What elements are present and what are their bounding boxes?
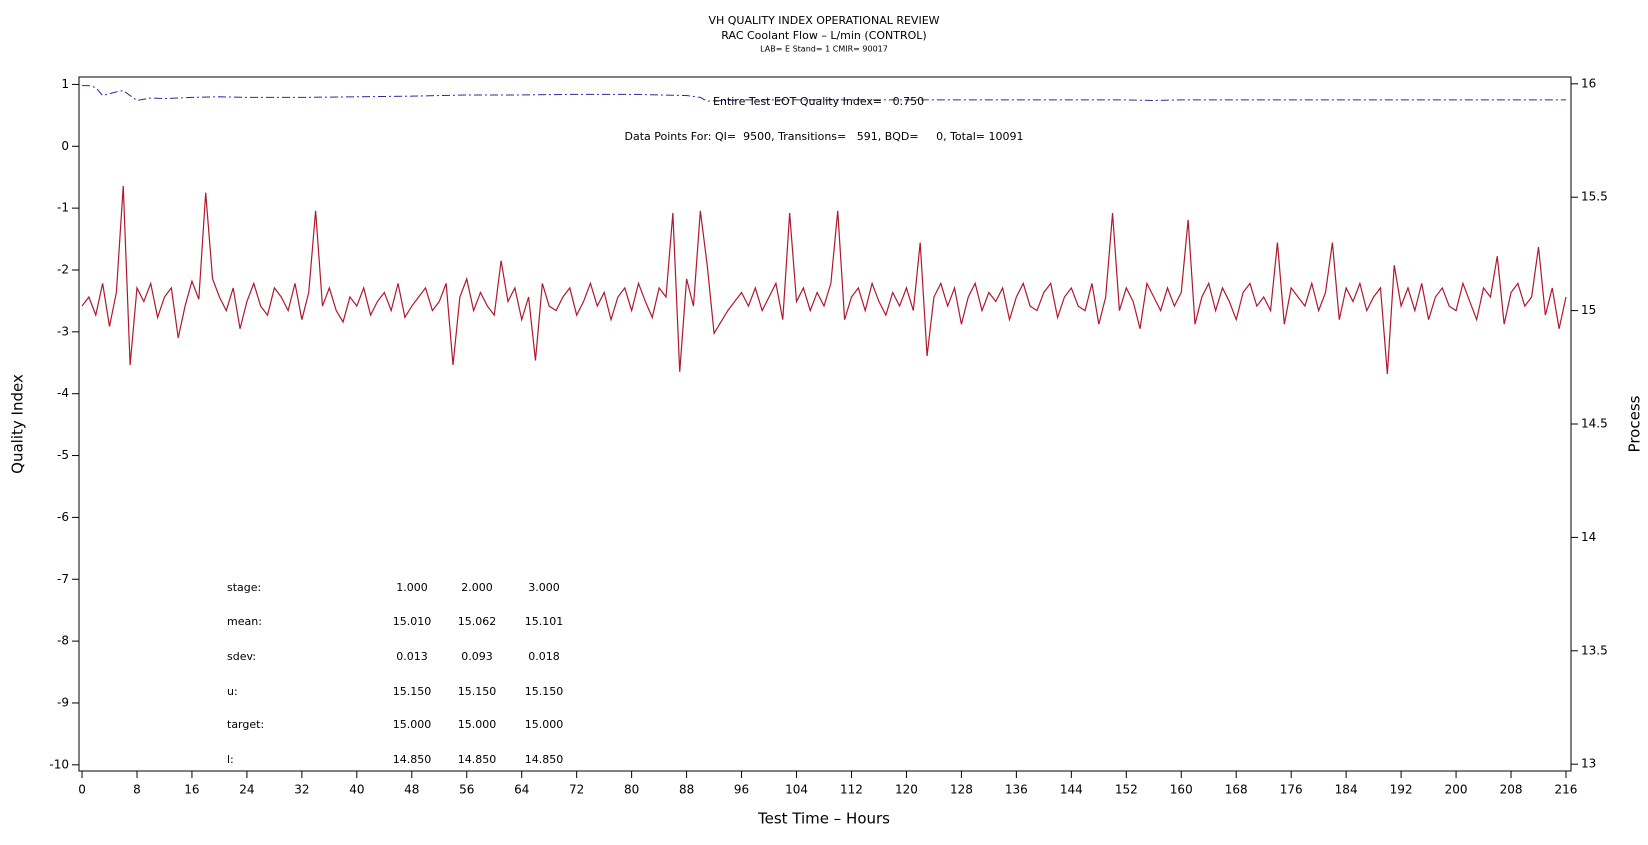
x-tick-label: 168 [1225, 783, 1248, 797]
x-tick-label: 80 [624, 783, 639, 797]
plot-frame [78, 76, 1572, 772]
stats-cell: 15.101 [525, 615, 564, 628]
series-line [82, 85, 1566, 102]
x-tick-label: 32 [294, 783, 309, 797]
stats-cell: 15.000 [393, 718, 432, 731]
x-tick-label: 192 [1390, 783, 1413, 797]
x-tick-label: 0 [78, 783, 86, 797]
x-tick-label: 96 [734, 783, 749, 797]
y2-tick-label: 13.5 [1581, 643, 1608, 657]
y-tick-label: -3 [57, 324, 69, 338]
y-tick-label: -10 [49, 757, 69, 771]
x-tick-label: 64 [514, 783, 529, 797]
x-tick-label: 160 [1170, 783, 1193, 797]
y-tick-label: -8 [57, 634, 69, 648]
x-tick-label: 216 [1555, 783, 1578, 797]
chart-subtitle: LAB= E Stand= 1 CMIR= 90017 [760, 45, 888, 54]
stats-cell: 0.093 [461, 650, 493, 663]
stats-cell: 14.850 [525, 753, 564, 766]
y2-tick-label: 16 [1581, 76, 1596, 90]
x-tick-label: 16 [184, 783, 199, 797]
stats-cell: 1.000 [396, 581, 428, 594]
stats-cell: 14.850 [393, 753, 432, 766]
stats-cell: target: [227, 718, 264, 731]
x-tick-label: 176 [1280, 783, 1303, 797]
stats-cell: 0.018 [528, 650, 560, 663]
stats-cell: 15.062 [458, 615, 497, 628]
x-tick-label: 136 [1005, 783, 1028, 797]
stats-cell: 15.150 [393, 685, 432, 698]
x-tick-label: 144 [1060, 783, 1083, 797]
x-tick-label: 184 [1335, 783, 1358, 797]
chart-subtitle: RAC Coolant Flow – L/min (CONTROL) [721, 29, 926, 42]
stats-cell: 15.000 [525, 718, 564, 731]
x-axis-label: Test Time – Hours [757, 810, 890, 828]
y2-axis-label: Process [1626, 395, 1644, 452]
x-tick-label: 120 [895, 783, 918, 797]
y-tick-label: -2 [57, 262, 69, 276]
x-tick-label: 40 [349, 783, 364, 797]
y2-tick-label: 15 [1581, 303, 1596, 317]
y-tick-label: -7 [57, 572, 69, 586]
stats-cell: u: [227, 685, 238, 698]
stats-cell: 15.150 [525, 685, 564, 698]
y-tick-label: 1 [61, 77, 69, 91]
stats-cell: 15.010 [393, 615, 432, 628]
x-tick-label: 56 [459, 783, 474, 797]
annotation: Data Points For: QI= 9500, Transitions= … [625, 130, 1024, 143]
y-tick-label: -1 [57, 201, 69, 215]
x-tick-label: 72 [569, 783, 584, 797]
y2-tick-label: 14 [1581, 530, 1596, 544]
y2-tick-label: 13 [1581, 757, 1596, 771]
annotation: Entire Test EOT Quality Index= 0.750 [713, 95, 924, 108]
y-tick-label: -9 [57, 695, 69, 709]
stats-cell: l: [227, 753, 234, 766]
stats-cell: 15.000 [458, 718, 497, 731]
x-tick-label: 208 [1500, 783, 1523, 797]
x-tick-label: 48 [404, 783, 419, 797]
x-tick-label: 112 [840, 783, 863, 797]
stats-cell: 3.000 [528, 581, 560, 594]
stats-cell: mean: [227, 615, 262, 628]
x-tick-label: 200 [1445, 783, 1468, 797]
y2-tick-label: 14.5 [1581, 417, 1608, 431]
stats-cell: 14.850 [458, 753, 497, 766]
y2-tick-label: 15.5 [1581, 190, 1608, 204]
x-tick-label: 152 [1115, 783, 1138, 797]
x-tick-label: 128 [950, 783, 973, 797]
x-tick-label: 104 [785, 783, 808, 797]
y-tick-label: -6 [57, 510, 69, 524]
x-tick-label: 24 [239, 783, 254, 797]
x-tick-label: 88 [679, 783, 694, 797]
stats-cell: 15.150 [458, 685, 497, 698]
y-tick-label: -4 [57, 386, 69, 400]
stats-cell: 2.000 [461, 581, 493, 594]
chart-title: VH QUALITY INDEX OPERATIONAL REVIEW [708, 14, 939, 27]
stats-cell: sdev: [227, 650, 256, 663]
y-tick-label: -5 [57, 448, 69, 462]
stats-cell: stage: [227, 581, 261, 594]
x-tick-label: 8 [133, 783, 141, 797]
stats-cell: 0.013 [396, 650, 428, 663]
y-tick-label: 0 [61, 139, 69, 153]
y-axis-label: Quality Index [9, 374, 27, 474]
series-line [81, 185, 1567, 375]
